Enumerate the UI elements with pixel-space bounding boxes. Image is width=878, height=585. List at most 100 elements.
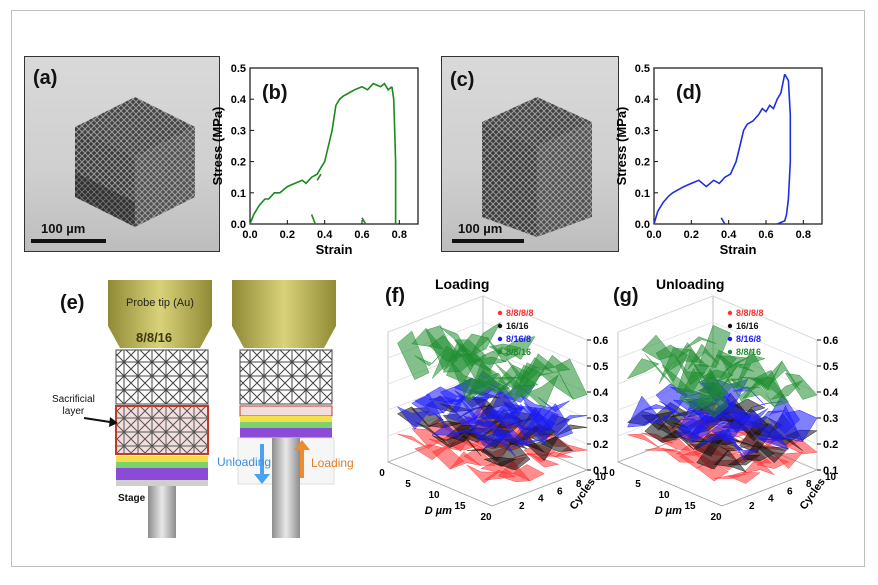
legend-marker-8/16/8 [497,336,503,342]
surface-patch-8/8/16 [474,356,507,365]
panel-d-label: (d) [676,82,702,104]
panel-f-label: (f) [385,285,405,307]
surface-patch-8/16/8 [728,436,761,457]
y-tick-label: 6 [787,486,793,497]
legend-marker-8/8/16 [497,349,503,355]
surface-patch-8/16/8 [445,397,479,424]
grid-line [617,295,818,341]
x-tick-label: 0 [609,468,615,479]
surface-patch-8/16/8 [540,403,574,439]
y-tick-label: 0.0 [231,219,246,231]
y-tick-label: 0.2 [231,157,246,169]
surface-patch-8/8/16 [502,336,536,360]
z-tick-label: 0.3 [823,413,838,425]
z-tick-label: 0.6 [593,335,608,347]
surface-patch-8/8/16 [713,381,746,408]
surface-patch-8/8/16 [512,362,545,404]
legend-marker-16/16 [727,323,733,329]
surface-patch-8/8/8/8 [512,464,545,482]
y-axis-label: Cycles [798,476,828,512]
surface-patch-8/8/8/8 [727,471,761,484]
x-tick-label: 0.4 [317,229,333,241]
z-tick-label: 0.1 [593,465,608,477]
z-tick-label: 0.3 [593,413,608,425]
y-tick-label: 2 [519,501,525,512]
z-tick-label: 0.2 [593,439,608,451]
x-tick-label: 0.2 [684,229,699,241]
y-axis-label: Stress (MPa) [614,107,629,186]
x-tick-label: 0.4 [721,229,737,241]
y-tick-label: 0.2 [635,157,650,169]
y-tick-label: 0.4 [635,94,651,106]
config-label: 8/8/16 [136,330,173,345]
x-tick-label: 5 [405,479,411,490]
panel-e-label: (e) [60,292,85,314]
legend-label-8/8/16: 8/8/16 [736,347,761,357]
surface-patch-8/8/16 [698,324,731,368]
surface-patch-8/8/8/8 [627,433,660,448]
surface-chart-f: 0.10.20.30.40.50.6E-field (MV/cm)0510152… [379,295,608,523]
x-axis-label: D µm [655,505,682,517]
y-tick-label: 0.1 [231,188,246,200]
panel-g-label: (g) [613,285,639,307]
y-tick-label: 8 [806,479,812,490]
y-tick-label: 0.1 [635,188,650,200]
series-line-unloading [391,86,397,224]
x-tick-label: 0.0 [242,229,257,241]
panel-a-label: (a) [33,67,58,89]
x-tick-label: 20 [480,512,492,523]
x-tick-label: 0.2 [280,229,295,241]
stress-strain-chart-d: 0.0 0.2 0.4 0.6 0.8 0.0 0.1 0.2 0.3 0.4 0.5 Strain S… [614,63,823,257]
grid-line [387,321,588,367]
surface-patch-8/16/8 [431,424,464,439]
chart-f-title: Loading [435,276,490,292]
legend-label-8/16/8: 8/16/8 [506,334,531,344]
chart-g-title: Unloading [656,276,725,292]
stage-label: Stage [118,493,146,504]
surface-patch-8/8/16 [710,378,743,403]
surface-patch-8/16/8 [555,415,588,426]
scale-bar-a [31,239,106,243]
surface-patch-8/16/8 [713,428,747,462]
z-tick-label: 0.5 [823,361,838,373]
y-tick-label: 4 [768,494,774,505]
unloading-label: Unloading [217,455,272,469]
surface-patch-8/16/8 [756,422,790,450]
schematic-e [83,280,336,538]
legend-marker-8/16/8 [727,336,733,342]
scale-text-c: 100 µm [458,221,503,236]
y-tick-label: 0.0 [635,219,650,231]
y-tick-label: 0.4 [231,94,247,106]
surface-patch-8/8/8/8 [541,451,573,458]
sacrificial-label: Sacrificial layer [52,394,95,417]
z-tick-label: 0.4 [593,387,608,399]
surface-patch-8/8/8/8 [526,452,560,468]
x-tick-label: 0.8 [796,229,811,241]
surface-patch-16/16 [449,434,482,456]
panel-c-label: (c) [450,69,475,91]
panel-b-label: (b) [262,82,288,104]
scale-bar-c [452,239,524,243]
series-line-loading [249,82,393,225]
surface-chart-g: 0.10.20.30.40.50.6E-field (MV/cm)0510152… [609,295,839,523]
x-tick-label: 0 [379,468,385,479]
x-tick-label: 10 [428,490,440,501]
x-tick-label: 20 [710,512,722,523]
surface-patch-8/16/8 [627,395,660,428]
y-tick-label: 10 [595,472,607,483]
y-tick-label: 8 [576,479,582,490]
surface-patch-8/16/8 [644,410,677,423]
surface-patch-8/8/16 [704,349,737,380]
y-tick-label: 0.5 [231,63,246,75]
y-tick-label: 10 [825,472,837,483]
legend-label-8/16/8: 8/16/8 [736,334,761,344]
legend-marker-16/16 [497,323,503,329]
plot-frame [653,67,823,225]
surface-patch-8/8/8/8 [741,457,775,475]
series-line-frag3 [316,173,322,181]
x-axis-label: D µm [425,505,452,517]
plot-frame [249,67,419,225]
surface-patch-8/16/8 [497,429,531,447]
series-line-unloading [776,73,792,225]
x-tick-label: 15 [454,501,466,512]
